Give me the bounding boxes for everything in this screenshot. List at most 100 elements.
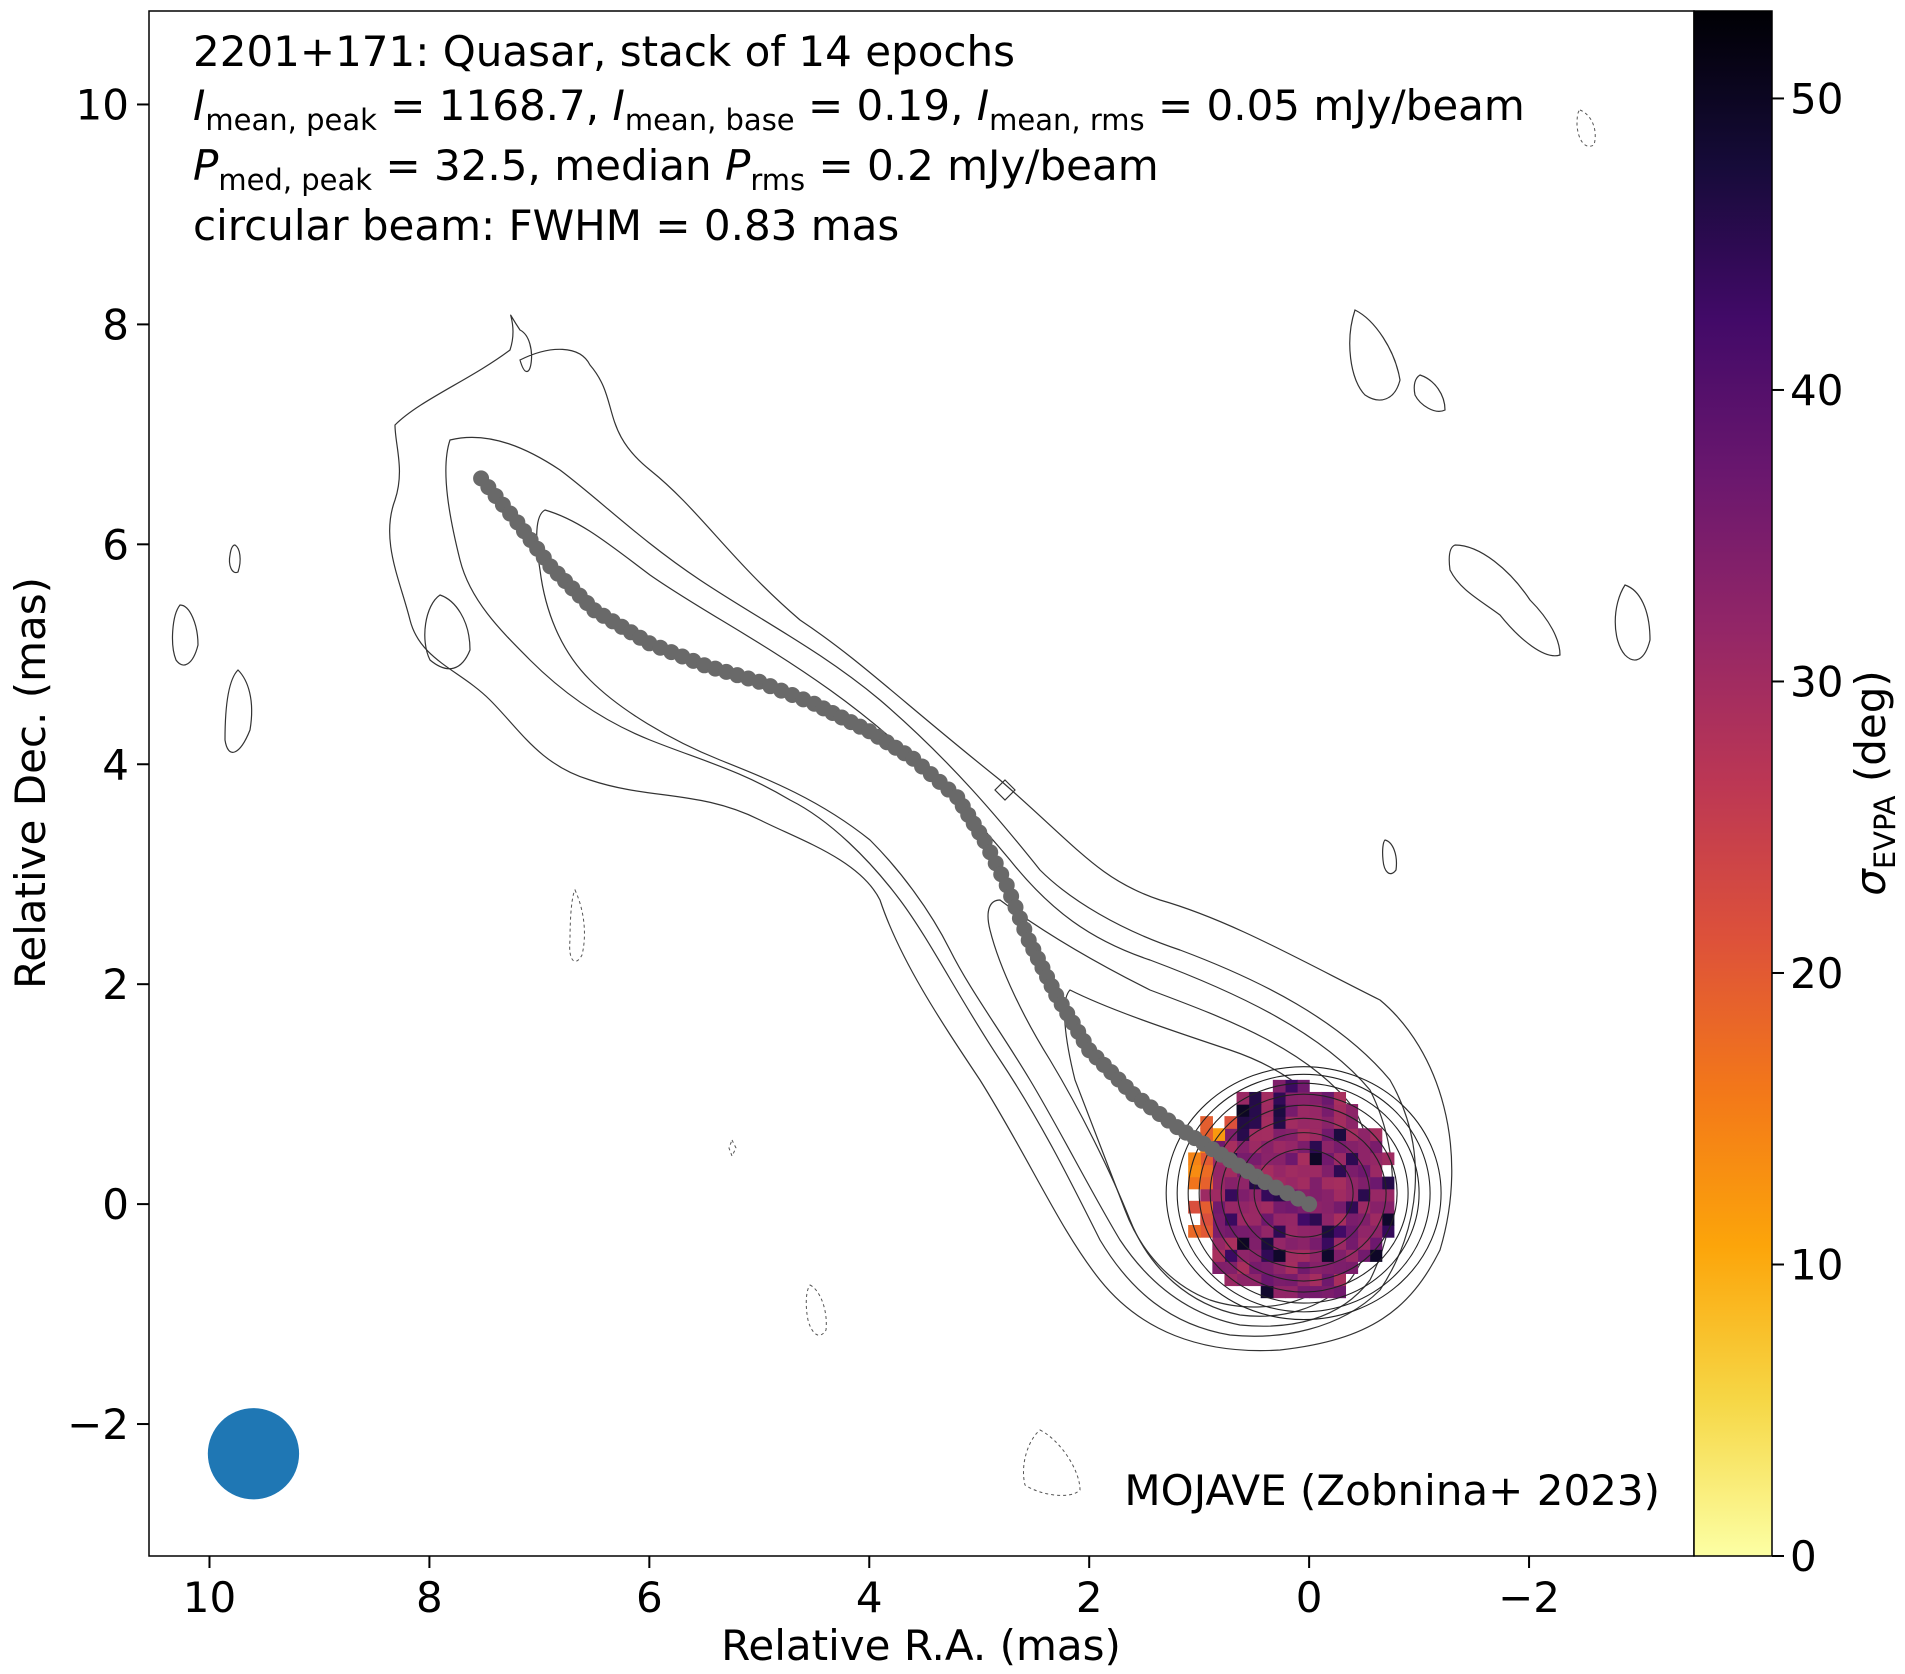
x-tick-label-2: 6 <box>636 1573 663 1622</box>
heatmap-cell-3 <box>1381 1188 1395 1202</box>
contour-small-8 <box>224 669 253 753</box>
heatmap-cell-184 <box>1236 1225 1250 1238</box>
plot-area <box>149 11 1694 1556</box>
heatmap-cell-55 <box>1333 1128 1347 1141</box>
heatmap-cell-139 <box>1272 1164 1286 1178</box>
y-tick-label-3: 4 <box>102 740 129 789</box>
contour-small-2 <box>1413 374 1446 412</box>
heatmap-cell-52 <box>1333 1164 1347 1178</box>
negative-contours <box>569 109 1596 1496</box>
heatmap-cell-97 <box>1297 1237 1310 1250</box>
contour-small-10 <box>994 779 1016 801</box>
i-sub-1: mean, peak <box>205 103 377 137</box>
heatmap-cell-42 <box>1333 1285 1347 1299</box>
heatmap-cell-160 <box>1260 1128 1274 1141</box>
contour-2 <box>445 436 1417 1337</box>
heatmap-cell-168 <box>1248 1225 1262 1238</box>
y-tick-label-5: 8 <box>102 300 129 349</box>
heatmap-cell-68 <box>1321 1176 1334 1190</box>
heatmap-cell-185 <box>1236 1212 1250 1226</box>
heatmap-cell-158 <box>1260 1152 1274 1166</box>
y-tick-label-2: 2 <box>102 960 129 1009</box>
heatmap-cell-188 <box>1236 1176 1250 1190</box>
heatmap-cell-33 <box>1345 1200 1359 1214</box>
ridge-point-104 <box>1301 1196 1318 1213</box>
heatmap-cell-99 <box>1297 1212 1310 1226</box>
heatmap-cell-53 <box>1333 1152 1347 1166</box>
heatmap-cell-154 <box>1260 1200 1274 1214</box>
i-sub-2: mean, base <box>625 103 795 137</box>
heatmap-cell-192 <box>1236 1128 1250 1141</box>
heatmap-cell-166 <box>1248 1249 1262 1262</box>
heatmap-cell-98 <box>1297 1225 1310 1238</box>
heatmap-cell-90 <box>1309 1116 1322 1129</box>
heatmap-cell-208 <box>1224 1128 1238 1141</box>
heatmap-cell-37 <box>1345 1152 1359 1166</box>
credit-text: MOJAVE (Zobnina+ 2023) <box>1124 1466 1660 1515</box>
heatmap-cell-91 <box>1309 1104 1322 1117</box>
heatmap-cell-146 <box>1272 1079 1286 1093</box>
heatmap-cell-182 <box>1236 1249 1250 1262</box>
heatmap-cell-51 <box>1333 1176 1347 1190</box>
heatmap-cell-60 <box>1321 1273 1334 1287</box>
heatmap-cell-54 <box>1333 1140 1347 1154</box>
contour-small-7 <box>424 594 471 670</box>
heatmap-cell-86 <box>1309 1164 1322 1178</box>
contour-5 <box>1063 989 1359 1308</box>
title-line-2: Imean, peak = 1168.7, Imean, base = 0.19… <box>193 81 1525 137</box>
ridge-line <box>473 470 1318 1213</box>
heatmap-cell-79 <box>1309 1249 1322 1262</box>
heatmap-cell-16 <box>1369 1128 1383 1141</box>
heatmap-cell-133 <box>1272 1237 1286 1250</box>
heatmap-cell-126 <box>1284 1104 1298 1117</box>
heatmap-cell-147 <box>1260 1285 1274 1299</box>
heatmap-cell-194 <box>1236 1104 1250 1117</box>
heatmap-cell-50 <box>1333 1188 1347 1202</box>
heatmap-cell-28 <box>1345 1261 1359 1274</box>
heatmap-cell-17 <box>1357 1249 1371 1262</box>
colorbar <box>1693 10 1773 1557</box>
title-line-3: Pmed, peak = 32.5, median Prms = 0.2 mJy… <box>193 141 1159 197</box>
heatmap-cell-153 <box>1260 1212 1274 1226</box>
colorbar-tick-label-2: 20 <box>1790 949 1843 998</box>
heatmap-cell-107 <box>1297 1116 1310 1129</box>
heatmap-cell-127 <box>1284 1091 1298 1105</box>
heatmap-cell-26 <box>1357 1140 1371 1154</box>
heatmap-cell-59 <box>1321 1285 1334 1299</box>
core-contour-0 <box>1253 1148 1354 1238</box>
heatmap-cell-10 <box>1369 1200 1383 1214</box>
heatmap-cell-216 <box>1212 1188 1226 1202</box>
core-contour-5 <box>1187 1082 1420 1304</box>
colorbar-label-unit: (deg) <box>1846 670 1895 795</box>
heatmap-cell-145 <box>1272 1091 1286 1105</box>
neg-contour-3 <box>1023 1429 1081 1496</box>
heatmap-cell-36 <box>1345 1164 1359 1178</box>
contour-outer <box>389 314 1453 1352</box>
colorbar-tick-label-1: 10 <box>1790 1240 1843 1289</box>
heatmap-cell-69 <box>1321 1164 1334 1178</box>
p-sub-1: med, peak <box>218 163 372 197</box>
heatmap-cell-19 <box>1357 1225 1371 1238</box>
heatmap-cell-135 <box>1272 1212 1286 1226</box>
p-symbol-2: P <box>725 141 751 190</box>
heatmap-cell-132 <box>1272 1249 1286 1262</box>
colorbar-label-symbol: σ <box>1846 868 1895 896</box>
heatmap-cell-94 <box>1297 1273 1310 1287</box>
heatmap-cell-122 <box>1284 1152 1298 1166</box>
contour-small-5 <box>171 604 199 666</box>
heatmap-cell-44 <box>1333 1261 1347 1274</box>
heatmap-cell-202 <box>1224 1200 1238 1214</box>
heatmap-cell-38 <box>1345 1140 1359 1154</box>
beam-ellipse <box>207 1408 300 1500</box>
heatmap-cell-108 <box>1297 1104 1310 1117</box>
heatmap-cell-232 <box>1188 1225 1201 1238</box>
heatmap-cell-114 <box>1284 1249 1298 1262</box>
y-tick-label-4: 6 <box>102 520 129 569</box>
title-line-1: 2201+171: Quasar, stack of 14 epochs <box>193 27 1015 76</box>
heatmap-cell-109 <box>1297 1091 1310 1105</box>
heatmap-cell-27 <box>1357 1128 1371 1141</box>
heatmap-cell-140 <box>1272 1152 1286 1166</box>
heatmap-cell-129 <box>1272 1285 1286 1299</box>
core-contour-4 <box>1198 1093 1409 1293</box>
heatmap-cell-222 <box>1200 1225 1213 1238</box>
